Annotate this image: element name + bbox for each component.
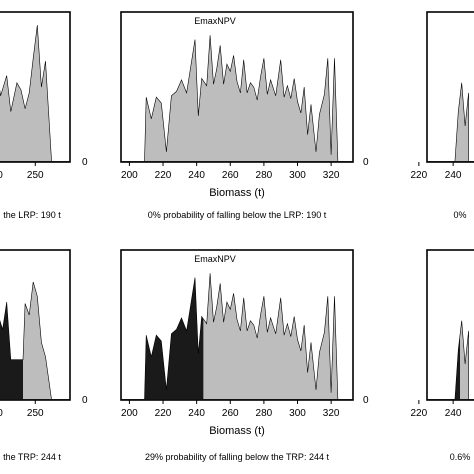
area-below-threshold	[0, 302, 24, 400]
y-zero-label: 0	[82, 157, 88, 168]
panel-top-left: 230 250 0 the LRP: 190 t	[0, 11, 88, 220]
x-tick-label: 300	[289, 408, 306, 419]
area-above-threshold	[23, 281, 52, 400]
x-tick-label: 240	[445, 408, 462, 419]
panel-frame	[120, 11, 354, 163]
panel-caption: the TRP: 244 t	[3, 452, 61, 462]
x-tick-label: 240	[188, 170, 205, 181]
area-above-threshold	[454, 82, 469, 162]
x-tick-label: 260	[222, 408, 239, 419]
plot-area	[427, 320, 474, 400]
x-tick-label: 220	[155, 408, 172, 419]
area-below-threshold	[144, 277, 204, 400]
x-tick-label: 260	[222, 170, 239, 181]
panel-frame	[120, 249, 354, 401]
area-below-threshold	[454, 332, 460, 400]
plot-area	[121, 273, 353, 400]
x-tick-label: 220	[411, 170, 428, 181]
y-zero-label: 0	[363, 157, 369, 168]
plot-area	[0, 25, 70, 162]
area-above-threshold	[460, 320, 469, 400]
panel-caption: 29% probability of falling below the TRP…	[145, 452, 329, 462]
x-tick-label: 230	[0, 408, 3, 419]
panel-caption: 0%	[453, 210, 466, 220]
plot-area	[427, 82, 474, 162]
y-zero-label: 0	[82, 395, 88, 406]
panel-caption: the LRP: 190 t	[3, 210, 61, 220]
x-tick-label: 240	[188, 408, 205, 419]
panel-title: EmaxNPV	[194, 16, 236, 26]
area-above-threshold	[203, 273, 339, 400]
x-tick-label: 200	[121, 408, 138, 419]
x-axis-label: Biomass (t)	[209, 425, 265, 437]
panel-bottom-left: 230 250 0 the TRP: 244 t	[0, 249, 88, 462]
panel-frame	[0, 249, 71, 401]
x-tick-label: 320	[323, 408, 340, 419]
x-tick-label: 300	[289, 170, 306, 181]
panel-caption: 0% probability of falling below the LRP:…	[148, 210, 327, 220]
area-above-threshold	[144, 35, 339, 162]
panel-caption: 0.6%	[450, 452, 471, 462]
x-tick-label: 250	[27, 408, 44, 419]
x-tick-label: 280	[256, 170, 273, 181]
y-zero-label: 0	[363, 395, 369, 406]
x-tick-label: 220	[411, 408, 428, 419]
panel-bottom-right: 220 240 0.6%	[411, 249, 474, 462]
x-axis-label: Biomass (t)	[209, 187, 265, 199]
x-tick-label: 220	[155, 170, 172, 181]
plot-area	[0, 281, 70, 400]
panel-frame	[0, 11, 71, 163]
x-tick-label: 280	[256, 408, 273, 419]
plot-area	[121, 35, 353, 162]
x-tick-label: 230	[0, 170, 3, 181]
area-above-threshold	[0, 25, 52, 162]
x-tick-label: 320	[323, 170, 340, 181]
panel-title: EmaxNPV	[194, 254, 236, 264]
x-tick-label: 250	[27, 170, 44, 181]
panel-bottom-center: 200 220 240 260 280 300 320 0 EmaxNPV Biomass (t)…	[120, 249, 369, 462]
x-tick-label: 240	[445, 170, 462, 181]
panel-top-right: 220 240 0%	[411, 11, 474, 220]
panel-top-center: 200 220 240 260 280 300 320 0 EmaxNPV Biomass (t)…	[120, 11, 369, 220]
x-tick-label: 200	[121, 170, 138, 181]
